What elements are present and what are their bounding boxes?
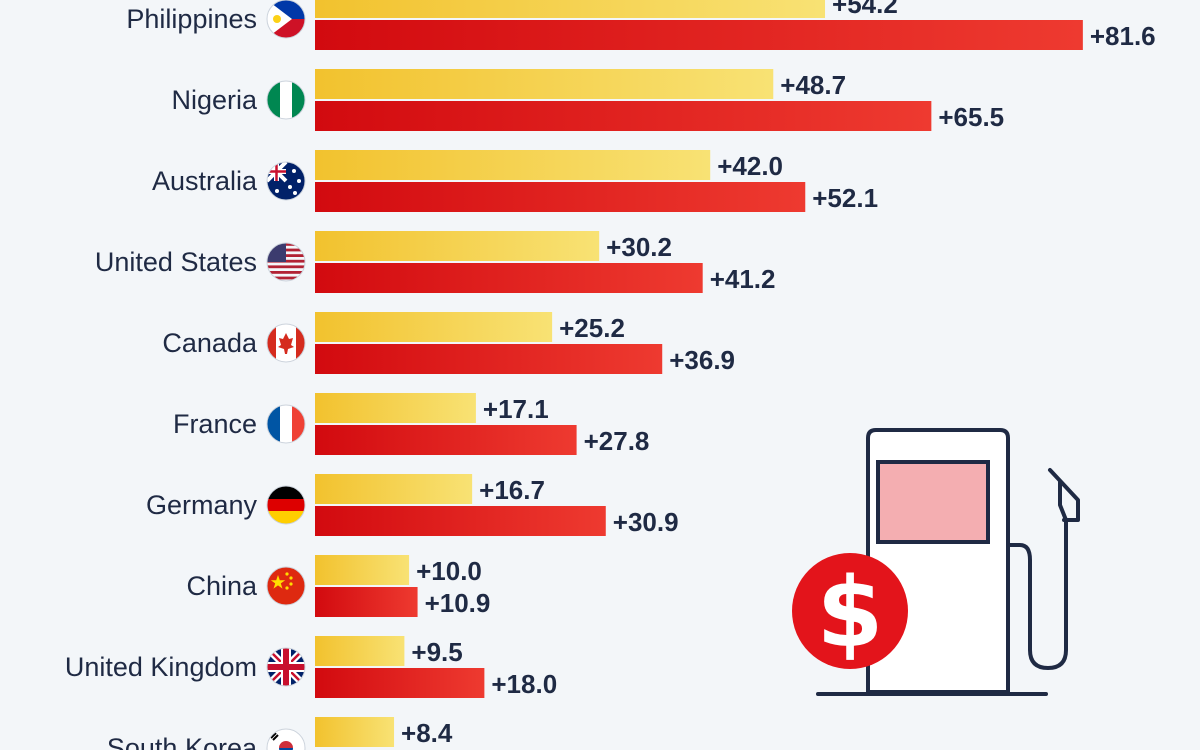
bar-france-series-2 bbox=[315, 425, 577, 455]
row-germany: Germany +16.7 +30.9 bbox=[146, 474, 679, 537]
value-label-united-states-series-2: +41.2 bbox=[710, 264, 776, 294]
row-france: France +17.1 +27.8 bbox=[173, 393, 649, 456]
bar-south-korea-series-1 bbox=[315, 717, 395, 747]
bar-philippines-series-2 bbox=[315, 20, 1083, 50]
value-label-nigeria-series-2: +65.5 bbox=[938, 102, 1004, 132]
row-united-states: United States +30.2 +41.2 bbox=[95, 231, 776, 294]
bar-australia-series-1 bbox=[315, 150, 711, 180]
value-label-china-series-1: +10.0 bbox=[416, 556, 482, 586]
bar-france-series-1 bbox=[315, 393, 476, 423]
fuel-pump-dollar-icon: $ bbox=[792, 428, 1080, 696]
value-label-france-series-1: +17.1 bbox=[483, 394, 549, 424]
value-label-united-kingdom-series-1: +9.5 bbox=[411, 637, 462, 667]
row-united-kingdom: United Kingdom +9.5 +18.0 bbox=[65, 636, 557, 699]
bar-canada-series-2 bbox=[315, 344, 663, 374]
value-label-germany-series-1: +16.7 bbox=[479, 475, 545, 505]
value-label-china-series-2: +10.9 bbox=[425, 588, 491, 618]
country-label-germany: Germany bbox=[146, 490, 258, 520]
country-label-united-kingdom: United Kingdom bbox=[65, 652, 257, 682]
bar-china-series-2 bbox=[315, 587, 418, 617]
value-label-france-series-2: +27.8 bbox=[584, 426, 650, 456]
value-label-united-states-series-1: +30.2 bbox=[606, 232, 672, 262]
row-philippines: Philippines +54.2 +81.6 bbox=[126, 0, 1156, 51]
bar-united-kingdom-series-1 bbox=[315, 636, 405, 666]
value-label-germany-series-2: +30.9 bbox=[613, 507, 679, 537]
china-flag-icon bbox=[266, 566, 306, 606]
south-korea-flag-icon bbox=[266, 728, 306, 750]
france-flag-icon bbox=[266, 404, 306, 444]
bar-canada-series-1 bbox=[315, 312, 553, 342]
value-label-australia-series-1: +42.0 bbox=[717, 151, 783, 181]
bar-nigeria-series-2 bbox=[315, 101, 932, 131]
bar-china-series-1 bbox=[315, 555, 410, 585]
svg-text:$: $ bbox=[817, 557, 884, 669]
row-china: China +10.0+10.9 bbox=[186, 555, 490, 618]
united-states-flag-icon bbox=[266, 242, 306, 282]
country-label-france: France bbox=[173, 409, 257, 439]
row-south-korea: South Korea +8.4 bbox=[107, 717, 453, 750]
row-canada: Canada +25.2 +36.9 bbox=[162, 312, 735, 375]
country-label-canada: Canada bbox=[162, 328, 258, 358]
country-label-china: China bbox=[186, 571, 258, 601]
country-label-philippines: Philippines bbox=[126, 4, 257, 34]
bar-united-states-series-2 bbox=[315, 263, 703, 293]
bar-germany-series-2 bbox=[315, 506, 606, 536]
australia-flag-icon bbox=[266, 161, 306, 201]
value-label-nigeria-series-1: +48.7 bbox=[780, 70, 846, 100]
country-label-australia: Australia bbox=[152, 166, 258, 196]
bar-nigeria-series-1 bbox=[315, 69, 774, 99]
value-label-canada-series-2: +36.9 bbox=[669, 345, 735, 375]
value-label-australia-series-2: +52.1 bbox=[812, 183, 878, 213]
value-label-canada-series-1: +25.2 bbox=[559, 313, 625, 343]
country-label-south-korea: South Korea bbox=[107, 733, 258, 750]
value-label-philippines-series-2: +81.6 bbox=[1090, 21, 1156, 51]
bar-philippines-series-1 bbox=[315, 0, 826, 18]
bar-germany-series-1 bbox=[315, 474, 473, 504]
value-label-philippines-series-1: +54.2 bbox=[832, 0, 898, 19]
philippines-flag-icon bbox=[266, 0, 306, 39]
row-nigeria: Nigeria +48.7 +65.5 bbox=[171, 69, 1004, 132]
row-australia: Australia +42.0 +52.1 bbox=[152, 150, 878, 213]
value-label-united-kingdom-series-2: +18.0 bbox=[491, 669, 557, 699]
nigeria-flag-icon bbox=[266, 80, 306, 120]
country-label-united-states: United States bbox=[95, 247, 257, 277]
value-label-south-korea-series-1: +8.4 bbox=[401, 718, 453, 748]
united-kingdom-flag-icon bbox=[266, 647, 306, 687]
germany-flag-icon bbox=[266, 485, 306, 525]
bar-united-kingdom-series-2 bbox=[315, 668, 485, 698]
country-label-nigeria: Nigeria bbox=[171, 85, 258, 115]
bar-australia-series-2 bbox=[315, 182, 806, 212]
canada-flag-icon bbox=[266, 323, 306, 363]
bar-united-states-series-1 bbox=[315, 231, 600, 261]
